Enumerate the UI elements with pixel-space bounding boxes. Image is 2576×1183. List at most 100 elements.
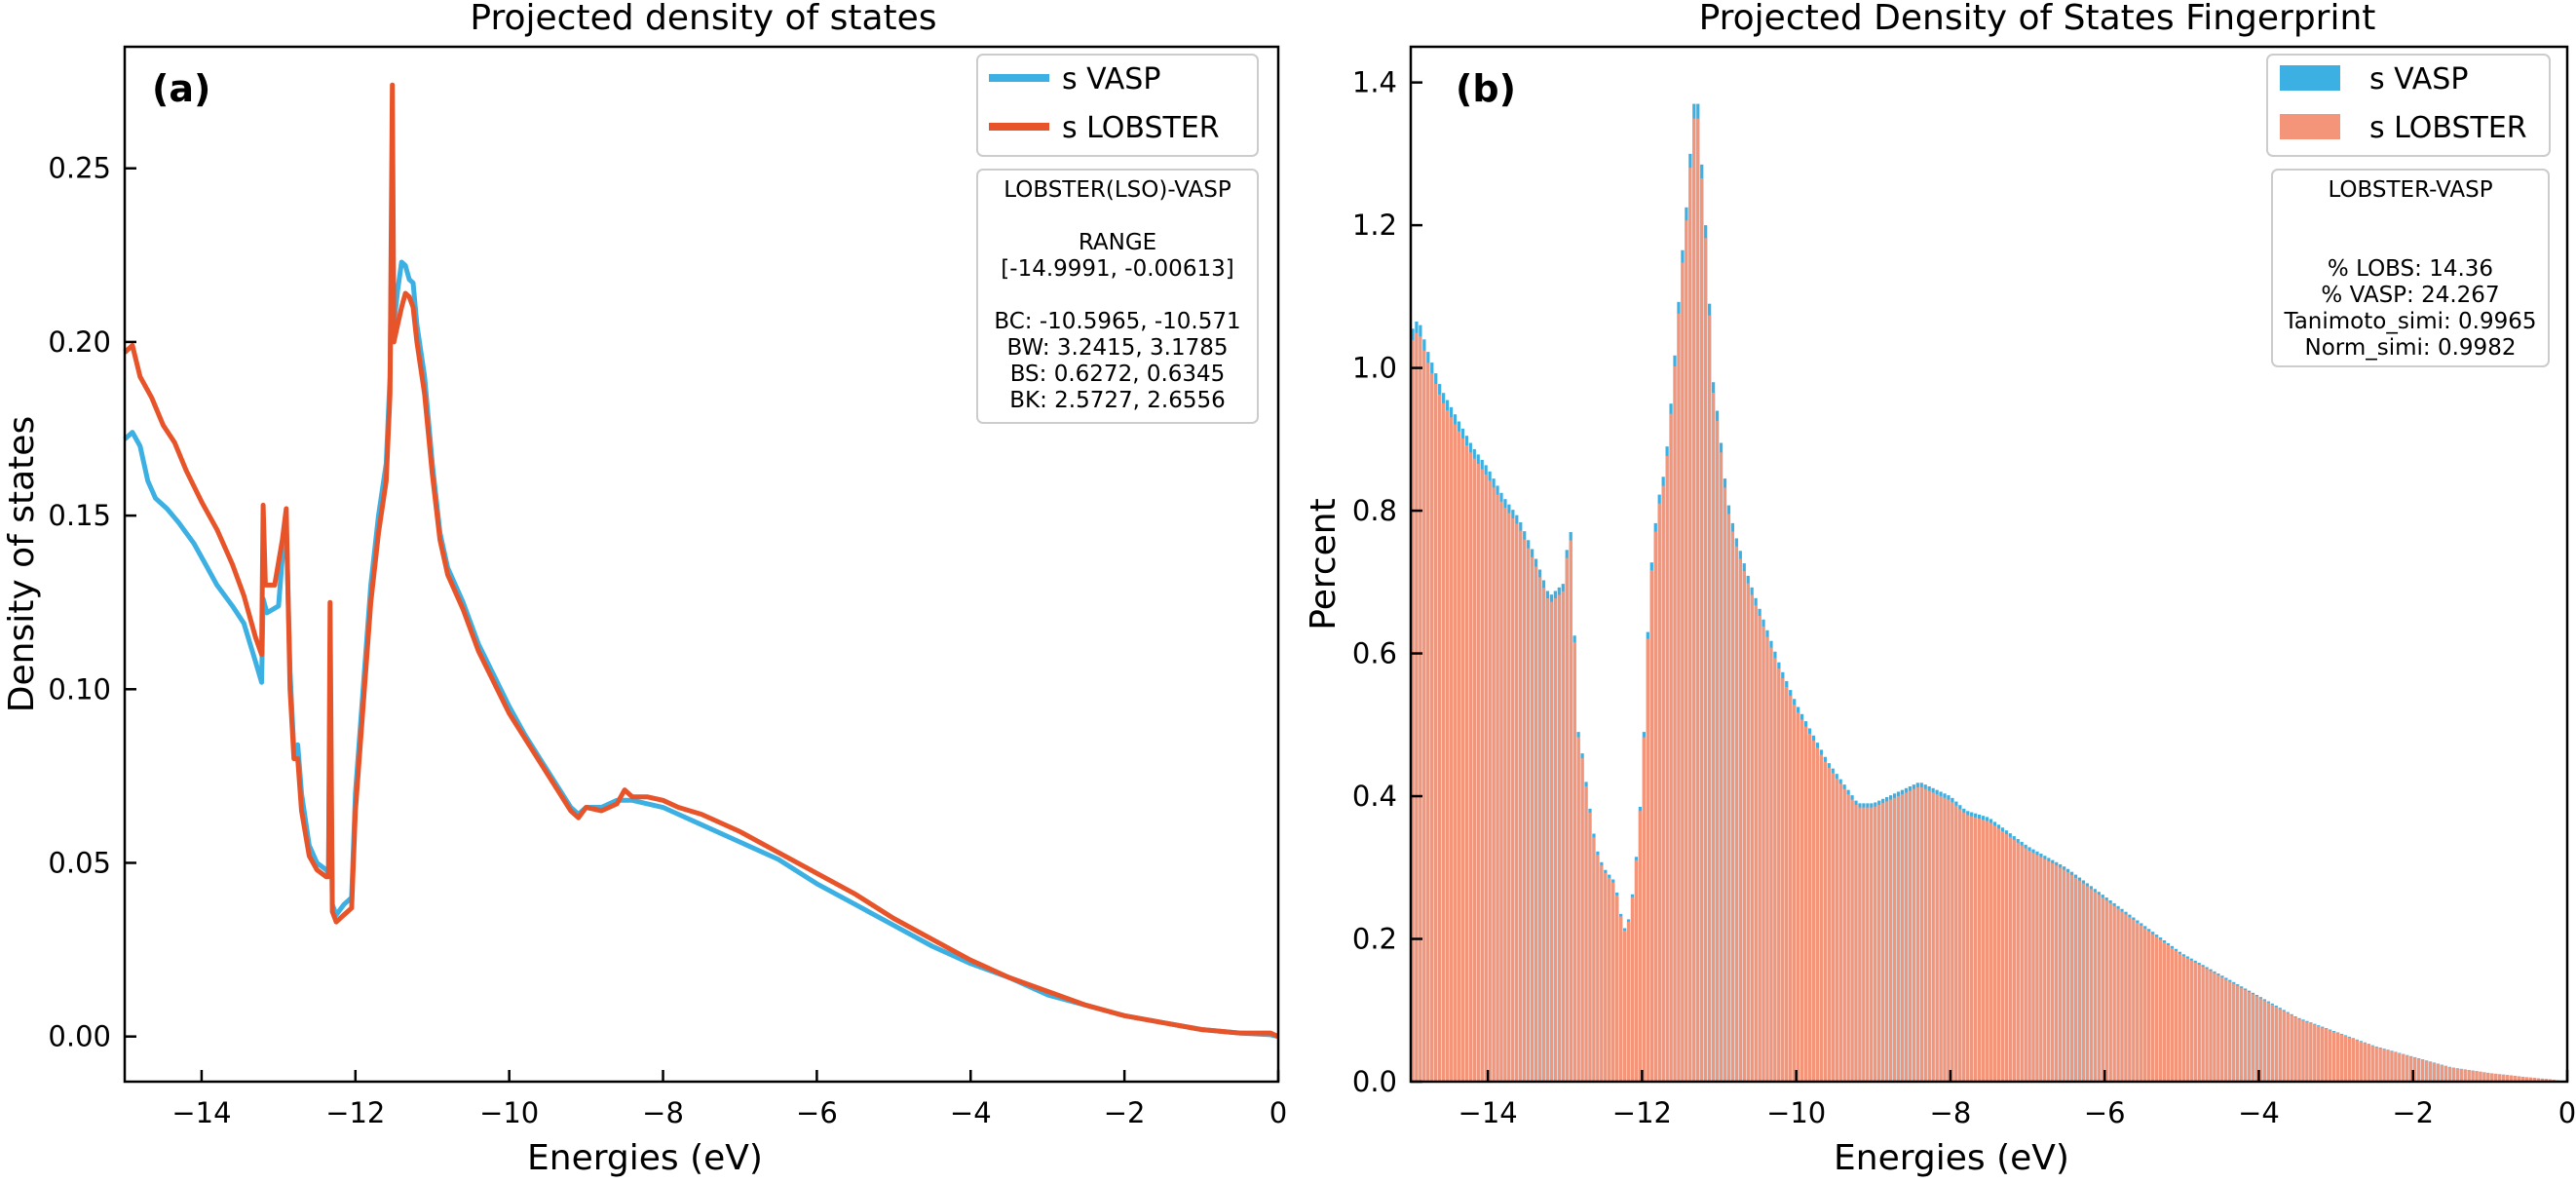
histogram-bar [1545,598,1550,1082]
histogram-bar [1835,778,1838,1082]
histogram-bar [1989,822,1993,1082]
histogram-bar [1842,788,1846,1082]
histogram-bar [2197,964,2201,1082]
panel-a-series [123,82,1280,1040]
histogram-bar [1588,813,1592,1082]
panel-b-y-axis-label: Percent [1304,498,1344,630]
panel-a-title: Projected density of states [470,0,936,38]
panel-a-stats-line: BS: 0.6272, 0.6345 [1010,362,1226,387]
histogram-bar [1422,350,1426,1083]
histogram-bar [2482,1072,2486,1082]
histogram-bar [1734,546,1738,1082]
histogram-bar [1531,556,1534,1082]
histogram-bar [1730,531,1734,1082]
histogram-bar [2413,1057,2417,1082]
panel-b-legend: s VASP s LOBSTER [2266,54,2551,157]
histogram-bar [2394,1051,2398,1082]
histogram-bar [2140,925,2143,1082]
histogram-bar [1419,336,1422,1082]
histogram-bar [1580,758,1584,1082]
histogram-bar [2301,1020,2305,1082]
panel-a-y-tick-label: 0.20 [48,325,111,359]
histogram-bar [1977,819,1982,1082]
panel-a-x-tick-label: −6 [796,1096,838,1129]
histogram-bar [1457,431,1461,1082]
histogram-bar [1584,786,1588,1082]
histogram-bar [1507,513,1511,1082]
histogram-bar [2321,1027,2325,1082]
histogram-bar [2479,1071,2482,1082]
histogram-bar [1881,803,1885,1082]
histogram-bar [1453,424,1458,1083]
histogram-bar [1515,523,1519,1082]
histogram-bar [1537,577,1542,1082]
histogram-bar [1630,897,1635,1082]
panel-a-y-tick-label: 0.10 [48,672,111,706]
histogram-bar [2097,895,2101,1082]
histogram-bar [1850,799,1854,1082]
histogram-bar [1464,445,1468,1082]
histogram-bar [1626,921,1631,1082]
histogram-bar [1981,820,1986,1082]
histogram-bar [2254,996,2259,1082]
panel-b-x-tick-label: −10 [1766,1096,1826,1129]
histogram-bar [2386,1049,2390,1082]
histogram-bar [1449,417,1454,1082]
histogram-bar [2398,1052,2402,1082]
histogram-bar [1888,799,1893,1082]
histogram-bar [2073,877,2078,1082]
panel-b-x-axis-label: Energies (eV) [1834,1138,2069,1178]
histogram-bar [2055,865,2059,1082]
panel-b-y-tick-label: 0.6 [1352,637,1397,670]
panel-a-x-tick-label: −8 [642,1096,684,1129]
histogram-bar [2000,831,2004,1082]
histogram-bar [1807,733,1812,1082]
histogram-bar [2486,1073,2490,1082]
panel-a-axes-frame [123,45,1280,1084]
histogram-bar [1947,799,1951,1082]
histogram-bar [1781,678,1785,1082]
histogram-bar [2424,1060,2429,1082]
histogram-bar [2162,942,2167,1082]
panel-a-stats-line: LOBSTER(LSO)-VASP [1004,177,1231,203]
histogram-bar [2382,1049,2386,1082]
histogram-bar [2536,1078,2540,1082]
histogram-bar [2339,1034,2344,1082]
histogram-bar [1943,797,1947,1082]
histogram-bar [1799,719,1804,1082]
panel-b-stats-line: Norm_simi: 0.9982 [2305,335,2517,361]
histogram-bar [2004,834,2008,1082]
panel-b-legend-swatch-lobster [2280,114,2340,139]
panel-b-x-tick-label: −14 [1458,1096,1518,1129]
histogram-bar [2428,1061,2433,1082]
histogram-bar [2043,859,2047,1082]
panel-a-y-tick-label: 0.15 [48,499,111,532]
histogram-bar [2463,1069,2467,1082]
histogram-bar [1951,802,1954,1082]
histogram-bar [2262,1000,2267,1082]
panel-b-y-tick-label: 0.8 [1352,494,1397,527]
histogram-bar [2266,1002,2270,1082]
histogram-bar [1773,658,1777,1082]
histogram-bar [1827,768,1831,1082]
histogram-bar [2170,947,2175,1082]
histogram-bar [2178,953,2181,1082]
histogram-bar [1669,413,1673,1082]
histogram-bar [1615,895,1619,1082]
histogram-bar [2166,945,2171,1082]
histogram-bar [2101,897,2104,1082]
histogram-bar [2051,863,2055,1082]
panel-b-stats-frame [2271,169,2550,367]
histogram-bar [2421,1059,2425,1082]
histogram-bar [1665,455,1669,1082]
histogram-bar [2513,1076,2518,1082]
histogram-bar [1642,737,1646,1082]
panel-b-x-tick-label: 0 [2558,1096,2576,1129]
histogram-bar [1723,487,1727,1082]
histogram-bar [2228,981,2232,1082]
histogram-bar [2282,1011,2286,1082]
histogram-bar [2506,1075,2510,1082]
histogram-bar [1711,393,1716,1082]
histogram-bar [1892,797,1897,1082]
histogram-bar [2293,1016,2297,1082]
